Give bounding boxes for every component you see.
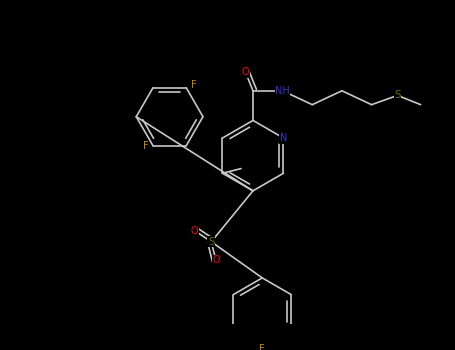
Text: S: S	[394, 90, 401, 100]
Text: NH: NH	[275, 86, 290, 96]
Text: S: S	[208, 237, 215, 247]
Text: O: O	[242, 67, 249, 77]
Text: O: O	[212, 255, 220, 265]
Text: F: F	[259, 344, 265, 350]
Text: F: F	[143, 141, 148, 150]
Text: O: O	[191, 226, 198, 236]
Text: F: F	[191, 80, 197, 90]
Text: N: N	[280, 133, 287, 143]
